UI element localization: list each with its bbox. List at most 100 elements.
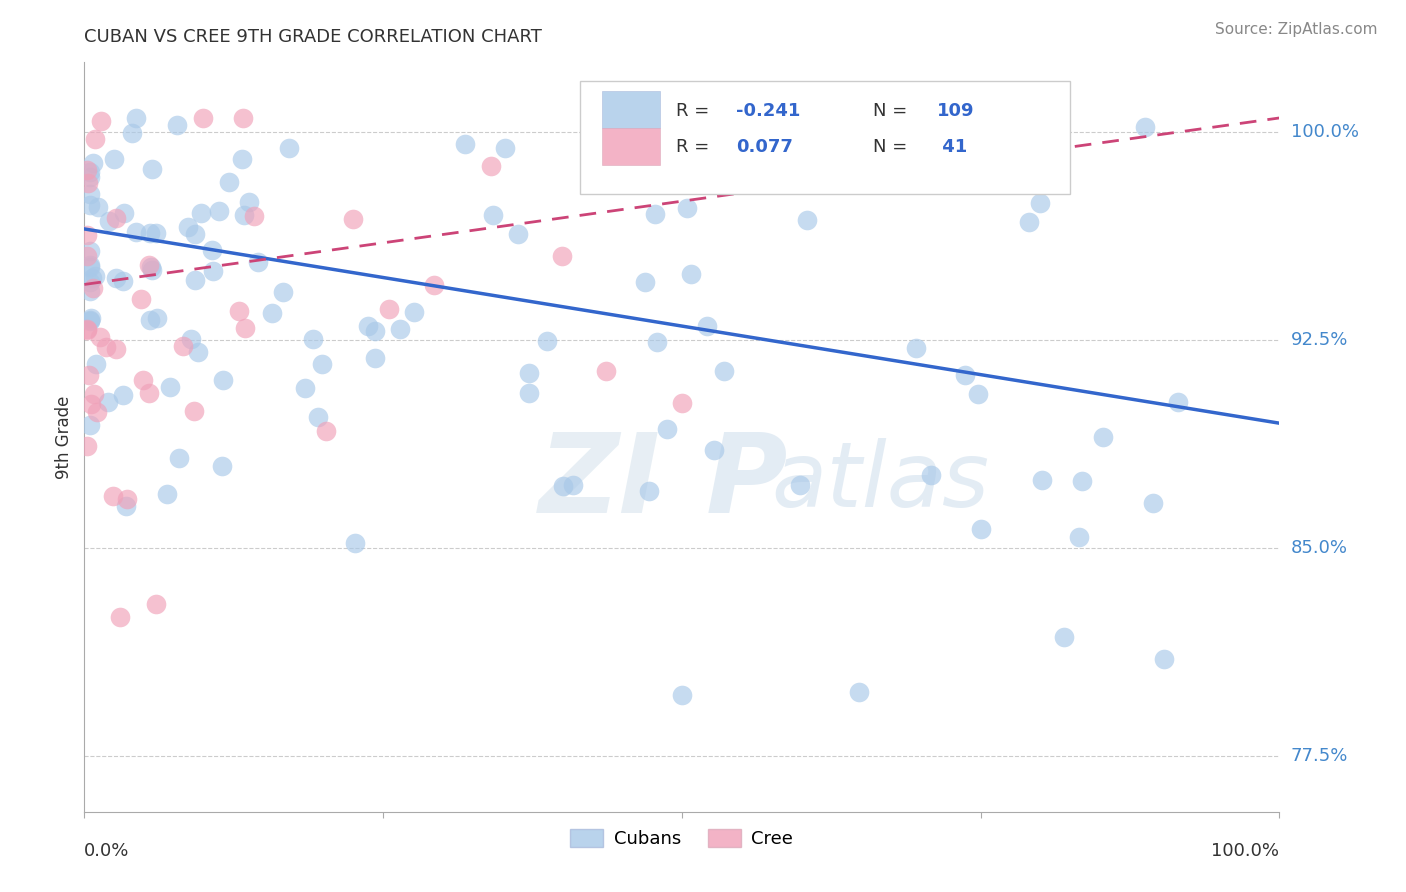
Point	[644, 207, 666, 221]
Point	[76, 323, 98, 337]
Point	[301, 332, 323, 346]
Point	[141, 262, 163, 277]
Y-axis label: 9th Grade: 9th Grade	[55, 395, 73, 479]
Text: CUBAN VS CREE 9TH GRADE CORRELATION CHART: CUBAN VS CREE 9TH GRADE CORRELATION CHAR…	[84, 28, 543, 45]
Point	[183, 273, 205, 287]
Point	[561, 478, 583, 492]
Point	[232, 208, 254, 222]
Point	[278, 141, 301, 155]
Point	[79, 312, 101, 326]
Point	[176, 220, 198, 235]
Point	[675, 201, 697, 215]
Point	[112, 274, 135, 288]
Point	[233, 321, 256, 335]
Point	[172, 339, 194, 353]
Point	[404, 304, 426, 318]
FancyBboxPatch shape	[602, 91, 661, 128]
Point	[970, 522, 993, 536]
Text: 0.0%: 0.0%	[84, 842, 129, 860]
Point	[212, 372, 235, 386]
Point	[201, 244, 224, 258]
Point	[357, 319, 380, 334]
Text: 85.0%: 85.0%	[1291, 539, 1347, 558]
Point	[1031, 474, 1053, 488]
Text: 100.0%: 100.0%	[1212, 842, 1279, 860]
Point	[1142, 496, 1164, 510]
Point	[121, 126, 143, 140]
Text: N =: N =	[873, 103, 907, 120]
Point	[247, 254, 270, 268]
Text: R =: R =	[676, 138, 709, 156]
Point	[671, 688, 693, 702]
Point	[207, 204, 229, 219]
FancyBboxPatch shape	[602, 128, 661, 165]
Point	[494, 141, 516, 155]
Point	[315, 424, 337, 438]
Text: 41: 41	[936, 138, 967, 156]
Point	[789, 478, 811, 492]
Point	[187, 344, 209, 359]
Point	[294, 381, 316, 395]
Point	[231, 152, 253, 166]
Point	[232, 111, 254, 125]
Point	[76, 163, 98, 178]
Point	[342, 211, 364, 226]
Point	[388, 322, 411, 336]
Legend: Cubans, Cree: Cubans, Cree	[564, 822, 800, 855]
Point	[218, 175, 240, 189]
Point	[190, 206, 212, 220]
Point	[103, 152, 125, 166]
Point	[703, 443, 725, 458]
Point	[479, 159, 502, 173]
Text: 77.5%: 77.5%	[1291, 747, 1348, 765]
Point	[124, 226, 146, 240]
Point	[1071, 474, 1094, 488]
Point	[76, 228, 98, 243]
Point	[271, 285, 294, 300]
Point	[536, 334, 558, 348]
Point	[114, 500, 136, 514]
Point	[307, 409, 329, 424]
Point	[83, 132, 105, 146]
Point	[1135, 120, 1157, 135]
Point	[364, 325, 387, 339]
Point	[76, 439, 98, 453]
Point	[79, 314, 101, 328]
Point	[145, 597, 167, 611]
Point	[796, 213, 818, 227]
Text: 0.077: 0.077	[735, 138, 793, 156]
Point	[595, 364, 617, 378]
Point	[97, 214, 120, 228]
Point	[79, 258, 101, 272]
Point	[201, 264, 224, 278]
Point	[645, 334, 668, 349]
Point	[94, 340, 117, 354]
Point	[139, 227, 162, 241]
Point	[454, 136, 477, 151]
Point	[80, 396, 103, 410]
Point	[89, 330, 111, 344]
Point	[83, 386, 105, 401]
Point	[183, 404, 205, 418]
Point	[101, 489, 124, 503]
Point	[79, 284, 101, 298]
Point	[713, 364, 735, 378]
Point	[104, 342, 127, 356]
Point	[90, 113, 112, 128]
Point	[82, 270, 104, 285]
Point	[311, 357, 333, 371]
Point	[180, 332, 202, 346]
Point	[138, 258, 160, 272]
Point	[138, 386, 160, 401]
Point	[508, 227, 530, 241]
Point	[671, 395, 693, 409]
Point	[124, 111, 146, 125]
Point	[953, 368, 976, 383]
Point	[129, 292, 152, 306]
Point	[238, 195, 260, 210]
Point	[79, 198, 101, 212]
Point	[79, 170, 101, 185]
Point	[76, 322, 98, 336]
Point	[110, 610, 132, 624]
FancyBboxPatch shape	[581, 81, 1070, 194]
